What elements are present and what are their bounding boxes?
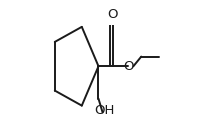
Text: O: O [123, 60, 133, 73]
Text: O: O [108, 8, 118, 21]
Text: OH: OH [94, 104, 114, 117]
